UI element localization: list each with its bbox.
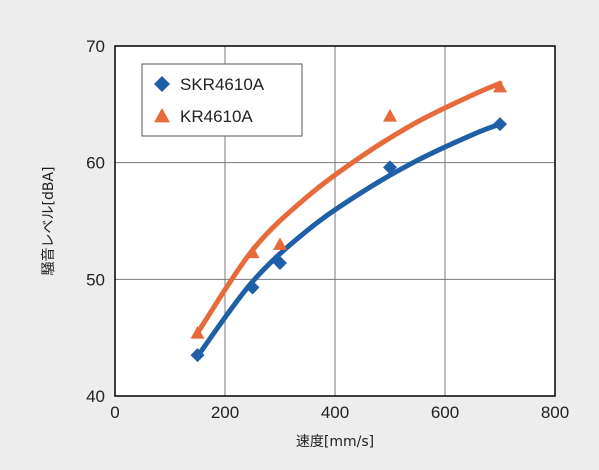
legend: SKR4610A KR4610A (141, 63, 303, 137)
x-tick-label: 800 (541, 403, 569, 422)
point-SKR4610A (273, 256, 287, 270)
legend-label: SKR4610A (180, 75, 265, 94)
x-axis-label: 速度[mm/s] (296, 434, 374, 450)
x-tick-label: 600 (431, 403, 459, 422)
legend-marker-KR4610A (154, 108, 170, 123)
legend-marker-SKR4610A (154, 76, 170, 92)
y-tick-labels: 40 50 60 70 (86, 37, 105, 406)
point-KR4610A (190, 326, 205, 339)
x-tick-labels: 0 200 400 600 800 (110, 403, 569, 422)
point-KR4610A (245, 245, 260, 259)
y-tick-label: 60 (86, 154, 105, 173)
point-SKR4610A (245, 280, 260, 295)
y-tick-label: 70 (86, 37, 105, 56)
y-axis-label: 騒音レベル[dBA] (40, 167, 57, 276)
point-KR4610A (493, 79, 507, 93)
legend-box (141, 63, 303, 137)
point-SKR4610A (383, 160, 397, 175)
y-tick-label: 50 (86, 270, 105, 289)
data-points (190, 79, 507, 363)
x-tick-label: 200 (211, 403, 239, 422)
point-SKR4610A (190, 348, 205, 363)
x-tick-label: 0 (110, 403, 119, 422)
point-KR4610A (273, 237, 287, 250)
point-SKR4610A (493, 117, 507, 132)
x-tick-label: 400 (321, 403, 349, 422)
point-KR4610A (383, 109, 397, 122)
plot-frame (114, 45, 556, 397)
y-tick-label: 40 (86, 387, 105, 406)
legend-label: KR4610A (180, 107, 253, 126)
